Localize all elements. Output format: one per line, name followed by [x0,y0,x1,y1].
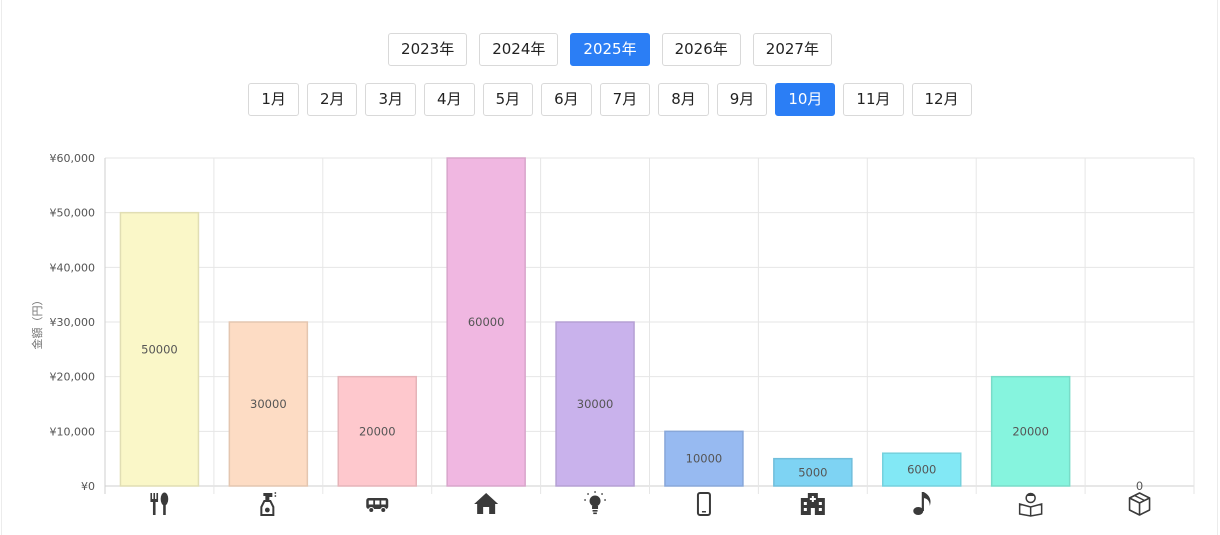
month-selector: 1月 2月 3月 4月 5月 6月 7月 8月 9月 10月 11月 12月 [0,83,1220,116]
y-tick-label: ¥30,000 [50,316,96,329]
month-button-5[interactable]: 6月 [541,83,592,116]
month-button-11[interactable]: 12月 [911,83,972,116]
month-button-2[interactable]: 3月 [365,83,417,116]
box-icon [1128,492,1151,516]
y-tick-label: ¥20,000 [50,371,96,384]
bar-2[interactable] [337,375,417,487]
y-tick-label: ¥40,000 [50,261,96,274]
y-tick-label: ¥10,000 [50,425,96,438]
food-icon [150,492,169,515]
bar-5[interactable] [664,430,744,487]
bar-value-label: 60000 [468,315,505,329]
year-selector: 2023年 2024年 2025年 2026年 2027年 [0,33,1220,66]
month-button-4[interactable]: 5月 [482,83,534,116]
bar-4[interactable] [555,321,635,487]
bar-value-label: 30000 [250,397,287,411]
bar-value-label: 50000 [141,342,178,356]
bar-8[interactable] [990,375,1071,487]
bar-1[interactable] [228,321,309,487]
bar-value-label: 30000 [577,397,614,411]
year-button-0[interactable]: 2023年 [388,33,468,66]
cleaning-spray-icon [260,492,277,516]
year-button-1[interactable]: 2024年 [479,33,559,66]
month-button-8[interactable]: 9月 [716,83,768,116]
music-note-icon [913,492,931,515]
bar-value-label: 20000 [1012,424,1049,438]
month-button-0[interactable]: 1月 [248,83,299,116]
smartphone-icon [696,492,711,516]
year-button-4[interactable]: 2027年 [752,33,832,66]
reading-icon [1018,492,1043,517]
bar-value-label: 20000 [359,424,396,438]
bar-value-label: 5000 [798,465,827,479]
lightbulb-icon [584,491,606,515]
house-icon [474,493,499,514]
bar-0[interactable] [119,211,200,487]
bar-value-label: 10000 [686,452,723,466]
bar-6[interactable] [773,457,853,487]
month-button-10[interactable]: 11月 [843,83,904,116]
bar-3[interactable] [446,157,526,487]
y-tick-label: ¥60,000 [50,152,96,165]
bar-7[interactable] [882,452,962,487]
year-button-3[interactable]: 2026年 [661,33,741,66]
y-tick-label: ¥50,000 [50,207,96,220]
hospital-icon [800,493,825,515]
month-button-9[interactable]: 10月 [775,83,836,116]
bar-value-label: 0 [1136,479,1143,493]
month-button-6[interactable]: 7月 [599,83,651,116]
month-button-3[interactable]: 4月 [424,83,475,116]
bar-value-label: 6000 [907,463,936,477]
month-button-1[interactable]: 2月 [306,83,358,116]
bus-icon [366,498,389,513]
year-button-2[interactable]: 2025年 [570,33,650,66]
month-button-7[interactable]: 8月 [658,83,709,116]
y-tick-label: ¥0 [81,480,95,493]
y-axis-label: 金額（円） [30,295,44,350]
